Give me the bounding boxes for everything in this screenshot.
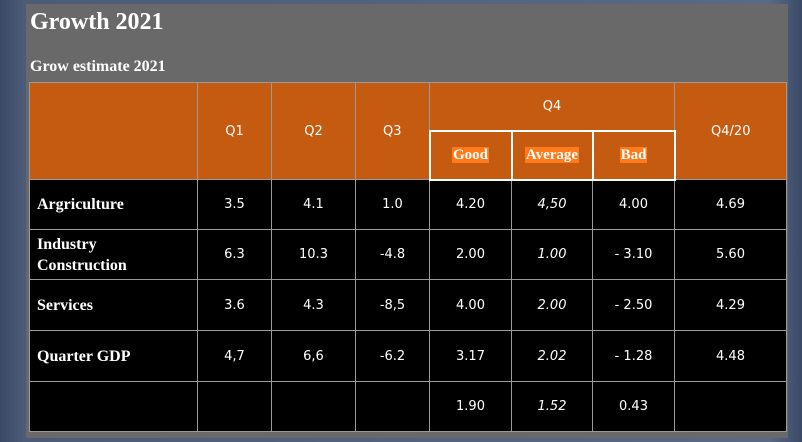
header-average: Average	[510, 129, 594, 181]
slide-title: Growth 2021	[30, 9, 164, 35]
row-label: Services	[29, 279, 198, 331]
header-q4: Q4	[428, 82, 676, 131]
growth-table: Q1 Q2 Q3 Q4 Q4/20 Good Average Bad Argri…	[29, 82, 788, 432]
cell-q1	[197, 381, 272, 432]
row-label: Argriculture	[29, 179, 198, 230]
cell-q2: 4.1	[271, 179, 356, 230]
header-good: Good	[428, 129, 513, 181]
table-caption: Grow estimate 2021	[30, 58, 166, 75]
cell-good: 3.17	[429, 330, 512, 382]
header-average-label: Average	[524, 146, 580, 163]
cell-good: 1.90	[429, 381, 512, 432]
row-label-line1: Argriculture	[37, 196, 124, 213]
cell-good: 2.00	[429, 229, 512, 280]
cell-q4-20: 4.69	[674, 179, 788, 230]
cell-q2: 10.3	[271, 229, 356, 280]
cell-bad: - 2.50	[591, 279, 676, 331]
header-bad-label: Bad	[619, 146, 648, 163]
cell-good: 4.20	[429, 179, 512, 230]
cell-q3: 1.0	[355, 179, 430, 230]
table-row: Quarter GDP 4,7 6,6 -6.2 3.17 2.02 - 1.2…	[29, 330, 788, 382]
row-label-line1: Industry	[37, 235, 97, 253]
cell-q2: 4.3	[271, 279, 356, 331]
row-label-line1: Quarter GDP	[37, 347, 131, 365]
cell-q3: -6.2	[355, 330, 430, 382]
row-label: Industry Construction	[29, 229, 198, 280]
cell-q4-20	[674, 381, 788, 432]
cell-q1: 4,7	[197, 330, 272, 382]
row-label	[29, 381, 198, 432]
cell-q3	[355, 381, 430, 432]
table-row: Services 3.6 4.3 -8,5 4.00 2.00 - 2.50 4…	[29, 279, 788, 331]
header-q2: Q2	[271, 82, 356, 180]
header-q3: Q3	[355, 82, 430, 180]
cell-good: 4.00	[429, 279, 512, 331]
cell-q4-20: 4.48	[674, 330, 788, 382]
table-row: Industry Construction 6.3 10.3 -4.8 2.00 …	[29, 229, 788, 280]
cell-q2: 6,6	[271, 330, 356, 382]
header-q4-20: Q4/20	[674, 82, 788, 180]
cell-average: 1.00	[511, 229, 593, 280]
cell-q1: 3.5	[197, 179, 272, 230]
table-row: Argriculture 3.5 4.1 1.0 4.20 4,50 4.00 …	[29, 179, 788, 230]
cell-q2	[271, 381, 356, 432]
cell-bad: - 3.10	[591, 229, 676, 280]
header-bad: Bad	[591, 129, 676, 181]
row-label-line1: Services	[37, 296, 93, 314]
cell-bad: 0.43	[591, 381, 676, 432]
cell-average: 4,50	[511, 179, 593, 230]
slide: Growth 2021 Grow estimate 2021 Q1 Q2 Q3 …	[26, 4, 788, 438]
cell-bad: 4.00	[591, 179, 676, 230]
row-label-line2: Construction	[37, 256, 127, 274]
header-good-label: Good	[451, 146, 489, 163]
cell-average: 1.52	[511, 381, 593, 432]
table-row: 1.90 1.52 0.43	[29, 381, 788, 432]
cell-q4-20: 5.60	[674, 229, 788, 280]
cell-q3: -4.8	[355, 229, 430, 280]
cell-q1: 6.3	[197, 229, 272, 280]
cell-q3: -8,5	[355, 279, 430, 331]
cell-average: 2.00	[511, 279, 593, 331]
cell-average: 2.02	[511, 330, 593, 382]
row-label: Quarter GDP	[29, 330, 198, 382]
header-empty-cell	[29, 82, 198, 180]
cell-bad: - 1.28	[591, 330, 676, 382]
cell-q1: 3.6	[197, 279, 272, 331]
cell-q4-20: 4.29	[674, 279, 788, 331]
header-q1: Q1	[197, 82, 272, 180]
